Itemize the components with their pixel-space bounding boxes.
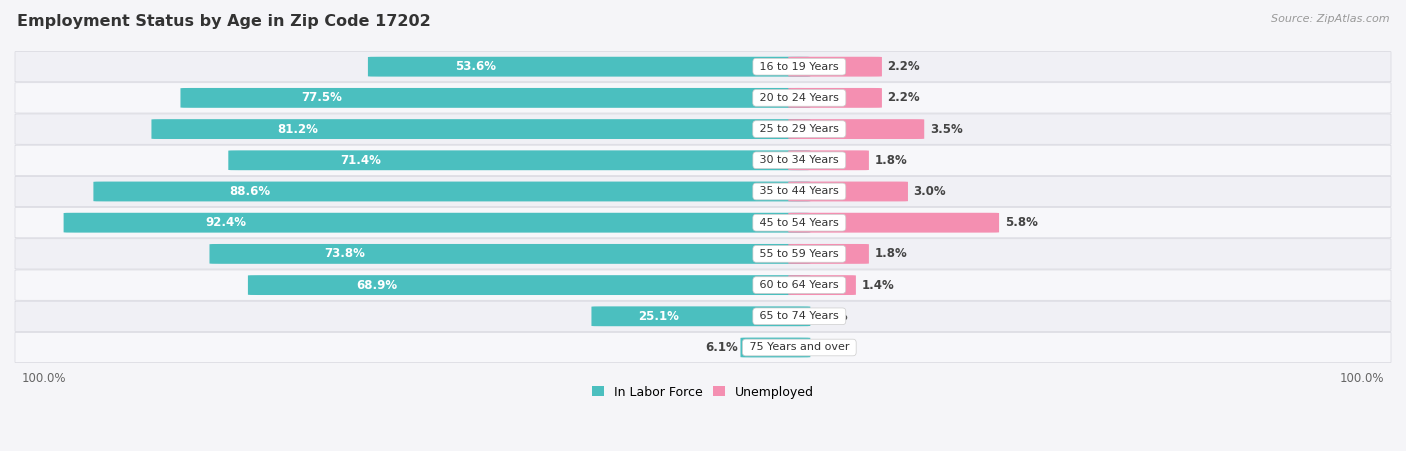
FancyBboxPatch shape — [247, 275, 810, 295]
Text: 1.8%: 1.8% — [875, 154, 907, 167]
Text: 20 to 24 Years: 20 to 24 Years — [756, 93, 842, 103]
Text: 2.2%: 2.2% — [887, 60, 920, 73]
FancyBboxPatch shape — [152, 119, 810, 139]
Text: 60 to 64 Years: 60 to 64 Years — [756, 280, 842, 290]
Text: 0.0%: 0.0% — [815, 341, 848, 354]
FancyBboxPatch shape — [15, 83, 1391, 113]
FancyBboxPatch shape — [789, 57, 882, 77]
FancyBboxPatch shape — [741, 338, 810, 358]
FancyBboxPatch shape — [15, 239, 1391, 269]
FancyBboxPatch shape — [15, 207, 1391, 238]
FancyBboxPatch shape — [592, 306, 810, 326]
Text: 3.0%: 3.0% — [914, 185, 946, 198]
FancyBboxPatch shape — [15, 145, 1391, 175]
FancyBboxPatch shape — [93, 182, 810, 202]
Text: 71.4%: 71.4% — [340, 154, 381, 167]
FancyBboxPatch shape — [15, 114, 1391, 144]
FancyBboxPatch shape — [15, 301, 1391, 331]
Text: 6.1%: 6.1% — [704, 341, 738, 354]
Text: 30 to 34 Years: 30 to 34 Years — [756, 155, 842, 165]
Text: 1.4%: 1.4% — [862, 279, 894, 292]
Text: 100.0%: 100.0% — [22, 373, 66, 386]
FancyBboxPatch shape — [15, 332, 1391, 363]
FancyBboxPatch shape — [15, 270, 1391, 300]
FancyBboxPatch shape — [368, 57, 810, 77]
Text: 5.8%: 5.8% — [1004, 216, 1038, 229]
FancyBboxPatch shape — [789, 244, 869, 264]
Text: 81.2%: 81.2% — [277, 123, 318, 136]
FancyBboxPatch shape — [180, 88, 810, 108]
Text: 3.5%: 3.5% — [929, 123, 963, 136]
Text: 16 to 19 Years: 16 to 19 Years — [756, 62, 842, 72]
FancyBboxPatch shape — [15, 176, 1391, 207]
Text: 75 Years and over: 75 Years and over — [745, 342, 853, 353]
FancyBboxPatch shape — [789, 119, 924, 139]
Text: 92.4%: 92.4% — [205, 216, 246, 229]
Legend: In Labor Force, Unemployed: In Labor Force, Unemployed — [586, 381, 820, 404]
FancyBboxPatch shape — [789, 182, 908, 202]
Text: Employment Status by Age in Zip Code 17202: Employment Status by Age in Zip Code 172… — [17, 14, 430, 28]
Text: 55 to 59 Years: 55 to 59 Years — [756, 249, 842, 259]
FancyBboxPatch shape — [789, 275, 856, 295]
Text: 68.9%: 68.9% — [356, 279, 398, 292]
Text: 65 to 74 Years: 65 to 74 Years — [756, 311, 842, 321]
Text: Source: ZipAtlas.com: Source: ZipAtlas.com — [1271, 14, 1389, 23]
FancyBboxPatch shape — [789, 213, 1000, 233]
Text: 0.0%: 0.0% — [815, 310, 848, 323]
FancyBboxPatch shape — [15, 51, 1391, 82]
Text: 53.6%: 53.6% — [454, 60, 495, 73]
Text: 77.5%: 77.5% — [301, 92, 342, 104]
Text: 88.6%: 88.6% — [229, 185, 270, 198]
FancyBboxPatch shape — [789, 88, 882, 108]
FancyBboxPatch shape — [789, 150, 869, 170]
FancyBboxPatch shape — [209, 244, 810, 264]
Text: 45 to 54 Years: 45 to 54 Years — [756, 218, 842, 228]
Text: 2.2%: 2.2% — [887, 92, 920, 104]
FancyBboxPatch shape — [228, 150, 810, 170]
Text: 25.1%: 25.1% — [638, 310, 679, 323]
Text: 35 to 44 Years: 35 to 44 Years — [756, 187, 842, 197]
FancyBboxPatch shape — [63, 213, 810, 233]
Text: 25 to 29 Years: 25 to 29 Years — [756, 124, 842, 134]
Text: 1.8%: 1.8% — [875, 248, 907, 260]
Text: 100.0%: 100.0% — [1340, 373, 1384, 386]
Text: 73.8%: 73.8% — [325, 248, 366, 260]
